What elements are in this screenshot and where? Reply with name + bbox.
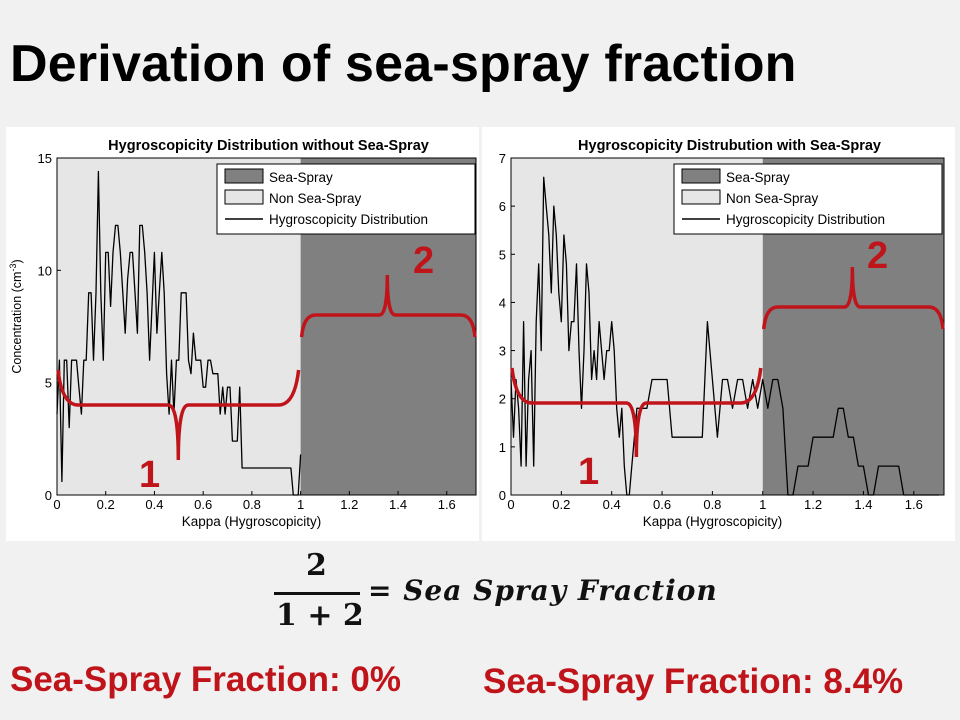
legend-swatch-sea-spray [224,168,264,184]
y-tick-label: 7 [499,151,506,166]
x-tick-label: 1.6 [438,497,456,512]
y-tick-label: 1 [499,440,506,455]
x-tick-label: 0 [507,497,514,512]
y-tick-label: 15 [38,151,52,166]
sea-spray-fraction-formula: 2 1 + 2 = Sea Spray Fraction [270,548,790,638]
x-tick-label: 1.4 [389,497,407,512]
x-tick-label: 0.4 [145,497,163,512]
x-tick-label: 0 [53,497,60,512]
result-with-sea-spray: Sea-Spray Fraction: 8.4% [483,662,904,701]
brace-region-1 [510,367,763,458]
y-tick-label: 6 [499,199,506,214]
chart-title: Hygroscopicity Distribution without Sea-… [108,138,429,154]
x-tick-label: 1.2 [804,497,822,512]
legend-swatch-sea-spray [681,168,721,184]
brace-region-1 [56,369,301,461]
plot-frame [56,157,477,496]
formula-numerator: 2 [306,548,327,583]
series-line-hygroscopicity-distribution [510,176,939,496]
annotation-label-2: 2 [867,235,888,277]
legend-label: Non Sea-Spray [269,191,362,206]
x-tick-label: 0.2 [552,497,570,512]
chart-without-sea-spray-svg: 0 0.2 0.4 0.6 0.8 1 1.2 1.4 1.6 0 5 10 15 Hygroscopic… [8,138,477,529]
legend-swatch-non-sea-spray [681,189,721,205]
x-tick-label: 0.8 [243,497,261,512]
y-axis-label: Concentration (cm-3) [8,259,24,373]
x-tick-label: 1.6 [905,497,923,512]
x-tick-label: 0.8 [703,497,721,512]
x-tick-label: 0.4 [603,497,621,512]
y-tick-label: 0 [45,488,52,503]
legend-label: Sea-Spray [726,170,790,185]
legend-label: Sea-Spray [269,170,333,185]
x-tick-label: 1 [759,497,766,512]
legend-label: Hygroscopicity Distribution [726,212,885,227]
annotation-label-1: 1 [578,451,599,493]
y-tick-label: 5 [499,247,506,262]
legend-label: Non Sea-Spray [726,191,819,206]
x-tick-label: 0.6 [194,497,212,512]
chart-title: Hygroscopicity Distrubution with Sea-Spr… [578,138,881,154]
y-tick-label: 5 [45,376,52,391]
annotation-label-1: 1 [139,454,160,496]
slide-title: Derivation of sea-spray fraction [10,35,797,93]
chart-with-sea-spray: 0 0.2 0.4 0.6 0.8 1 1.2 1.4 1.6 0 1 2 3 4 5 6 7 Hygroscop… [482,127,955,541]
x-axis-label: Kappa (Hygroscopicity) [182,514,322,529]
legend-swatch-non-sea-spray [224,189,264,205]
y-tick-label: 10 [38,263,52,278]
y-tick-label: 2 [499,392,506,407]
x-tick-label: 0.2 [97,497,115,512]
formula-fraction-bar [274,592,360,595]
chart-with-sea-spray-svg: 0 0.2 0.4 0.6 0.8 1 1.2 1.4 1.6 0 1 2 3 4 5 6 7 Hygroscop… [499,138,945,529]
formula-result-text: = Sea Spray Fraction [368,574,718,607]
annotation-label-2: 2 [413,240,434,282]
chart-without-sea-spray: 0 0.2 0.4 0.6 0.8 1 1.2 1.4 1.6 0 5 10 15 Hygroscopic… [6,127,479,541]
formula-denominator: 1 + 2 [276,598,364,633]
y-tick-label: 0 [499,488,506,503]
x-axis-label: Kappa (Hygroscopicity) [643,514,783,529]
y-tick-label: 3 [499,344,506,359]
x-tick-label: 1 [297,497,304,512]
y-tick-label: 4 [499,295,506,310]
x-tick-label: 0.6 [653,497,671,512]
series-line-hygroscopicity-distribution [56,170,302,496]
result-without-sea-spray: Sea-Spray Fraction: 0% [10,660,401,699]
x-tick-label: 1.4 [854,497,872,512]
brace-region-2 [299,274,477,338]
legend-label: Hygroscopicity Distribution [269,212,428,227]
brace-region-2 [762,266,945,330]
x-tick-label: 1.2 [340,497,358,512]
